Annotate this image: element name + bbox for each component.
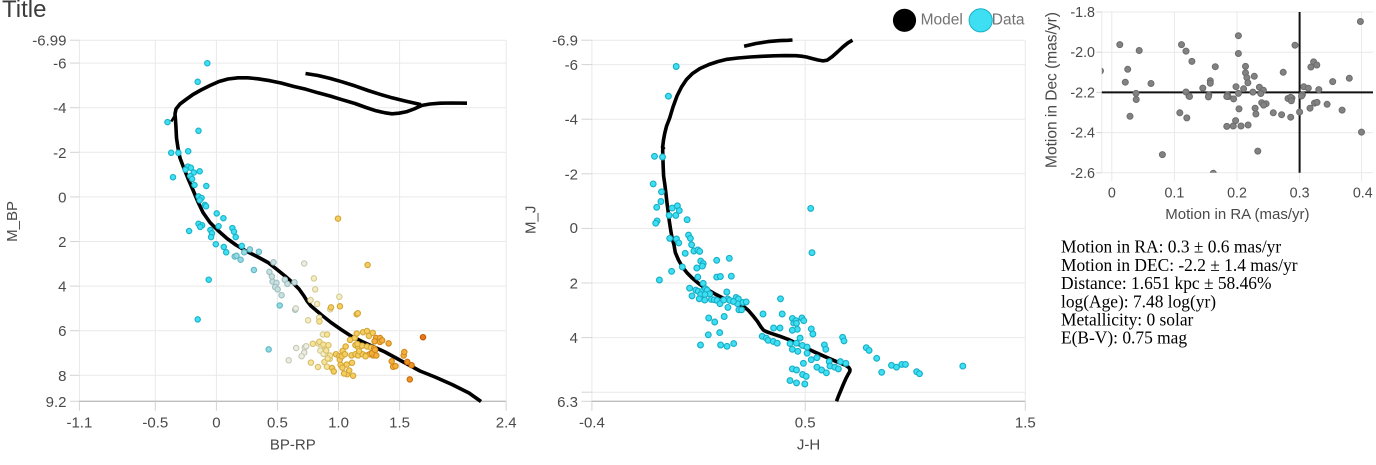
- svg-text:-4: -4: [53, 100, 66, 117]
- svg-text:Title: Title: [2, 0, 46, 23]
- svg-text:E(B-V): 0.75 mag: E(B-V): 0.75 mag: [1061, 328, 1187, 348]
- svg-text:-6: -6: [53, 56, 66, 73]
- svg-text:log(Age): 7.48 log(yr): log(Age): 7.48 log(yr): [1061, 291, 1216, 311]
- svg-text:-2: -2: [53, 145, 66, 162]
- svg-text:0.4: 0.4: [1353, 186, 1373, 202]
- svg-text:8: 8: [58, 368, 66, 385]
- svg-text:-2.0: -2.0: [1070, 45, 1095, 61]
- svg-text:-2.2: -2.2: [1070, 85, 1095, 101]
- svg-text:Motion in RA: 0.3 ± 0.6 mas/yr: Motion in RA: 0.3 ± 0.6 mas/yr: [1061, 237, 1281, 257]
- svg-text:0: 0: [212, 415, 220, 432]
- svg-text:-6.99: -6.99: [32, 33, 66, 50]
- svg-text:Motion in Dec (mas/yr): Motion in Dec (mas/yr): [1044, 12, 1061, 168]
- svg-text:9.2: 9.2: [46, 394, 67, 411]
- svg-text:2: 2: [570, 276, 578, 293]
- svg-text:-2: -2: [565, 166, 578, 183]
- svg-text:Data: Data: [992, 11, 1025, 28]
- svg-text:Distance: 1.651 kpc ± 58.46%: Distance: 1.651 kpc ± 58.46%: [1061, 273, 1271, 293]
- svg-text:J-H: J-H: [797, 437, 820, 454]
- svg-text:-1.8: -1.8: [1070, 5, 1095, 21]
- svg-text:2.4: 2.4: [496, 415, 517, 432]
- svg-text:4: 4: [570, 330, 578, 347]
- svg-text:-4: -4: [565, 112, 578, 129]
- svg-text:0.3: 0.3: [1290, 186, 1310, 202]
- svg-text:6: 6: [58, 323, 66, 340]
- svg-text:1.0: 1.0: [328, 415, 349, 432]
- svg-text:-6: -6: [565, 57, 578, 74]
- svg-text:-1.1: -1.1: [66, 415, 92, 432]
- svg-text:Motion in RA (mas/yr): Motion in RA (mas/yr): [1165, 206, 1309, 223]
- svg-text:0.5: 0.5: [795, 415, 816, 432]
- svg-text:Motion in DEC: -2.2 ± 1.4 mas/: Motion in DEC: -2.2 ± 1.4 mas/yr: [1061, 255, 1298, 275]
- svg-text:0.2: 0.2: [1227, 186, 1247, 202]
- svg-text:1.5: 1.5: [1015, 415, 1036, 432]
- svg-text:4: 4: [58, 279, 66, 296]
- svg-text:-0.5: -0.5: [142, 415, 168, 432]
- svg-text:-2.4: -2.4: [1070, 126, 1095, 142]
- svg-text:M_J: M_J: [523, 206, 540, 234]
- svg-text:Model: Model: [921, 11, 963, 28]
- svg-text:Metallicity: 0 solar: Metallicity: 0 solar: [1061, 310, 1194, 330]
- svg-text:BP-RP: BP-RP: [270, 437, 316, 454]
- svg-text:1.5: 1.5: [389, 415, 410, 432]
- svg-text:M_BP: M_BP: [4, 201, 21, 242]
- svg-text:-6.9: -6.9: [552, 33, 578, 50]
- svg-text:-2.6: -2.6: [1070, 166, 1095, 182]
- svg-text:0: 0: [58, 189, 66, 206]
- svg-text:0.1: 0.1: [1164, 186, 1184, 202]
- svg-text:2: 2: [58, 234, 66, 251]
- svg-text:0: 0: [570, 220, 578, 237]
- svg-text:6.3: 6.3: [557, 394, 578, 411]
- svg-text:0.5: 0.5: [267, 415, 288, 432]
- svg-text:0: 0: [1108, 186, 1116, 202]
- svg-text:-0.4: -0.4: [579, 415, 605, 432]
